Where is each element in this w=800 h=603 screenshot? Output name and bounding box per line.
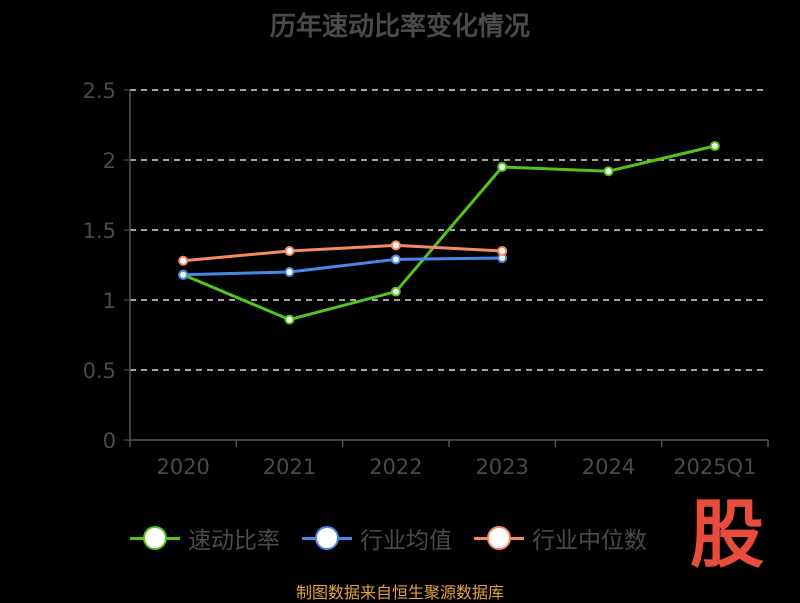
brand-logo: 股 — [690, 492, 764, 578]
x-tick-label: 2024 — [582, 455, 635, 479]
legend-label: 行业均值 — [360, 528, 452, 554]
legend-swatch-industry-mean — [302, 526, 352, 550]
data-point — [390, 254, 401, 265]
data-point — [178, 255, 189, 266]
data-source-footer: 制图数据来自恒生聚源数据库 — [295, 583, 504, 602]
data-point — [178, 269, 189, 280]
series-line — [182, 144, 716, 322]
legend-item-industry-median[interactable]: 行业中位数 — [474, 521, 647, 555]
legend-item-industry-mean[interactable]: 行业均值 — [302, 521, 452, 555]
data-point — [284, 267, 295, 277]
x-tick-label: 2022 — [369, 455, 422, 479]
chart-title: 历年速动比率变化情况 — [269, 12, 530, 42]
legend-label: 速动比率 — [188, 528, 280, 554]
x-tick-label: 2021 — [263, 455, 316, 479]
legend-swatch-quick-ratio — [130, 526, 180, 550]
data-point — [497, 162, 508, 172]
legend: 速动比率 行业均值 行业中位数 — [130, 518, 647, 558]
legend-item-quick-ratio[interactable]: 速动比率 — [130, 521, 280, 555]
legend-swatch-industry-median — [474, 526, 524, 550]
x-tick-label: 2025Q1 — [673, 455, 756, 479]
data-point — [284, 314, 295, 325]
x-tick-label: 2023 — [475, 455, 528, 479]
data-point — [603, 166, 614, 177]
data-point — [709, 141, 720, 151]
data-point — [284, 246, 295, 256]
series-line — [183, 243, 503, 263]
legend-label: 行业中位数 — [532, 528, 647, 554]
x-tick-label: 2020 — [156, 455, 209, 479]
data-point — [497, 246, 508, 256]
y-tick-label: 0 — [103, 429, 116, 453]
y-tick-label: 2.5 — [83, 79, 116, 103]
y-tick-label: 1.5 — [83, 219, 116, 243]
data-point — [390, 240, 401, 251]
y-tick-label: 0.5 — [83, 359, 116, 383]
y-tick-label: 2 — [103, 149, 116, 173]
data-point — [390, 286, 401, 297]
y-tick-label: 1 — [103, 289, 116, 313]
series-line — [183, 256, 503, 277]
